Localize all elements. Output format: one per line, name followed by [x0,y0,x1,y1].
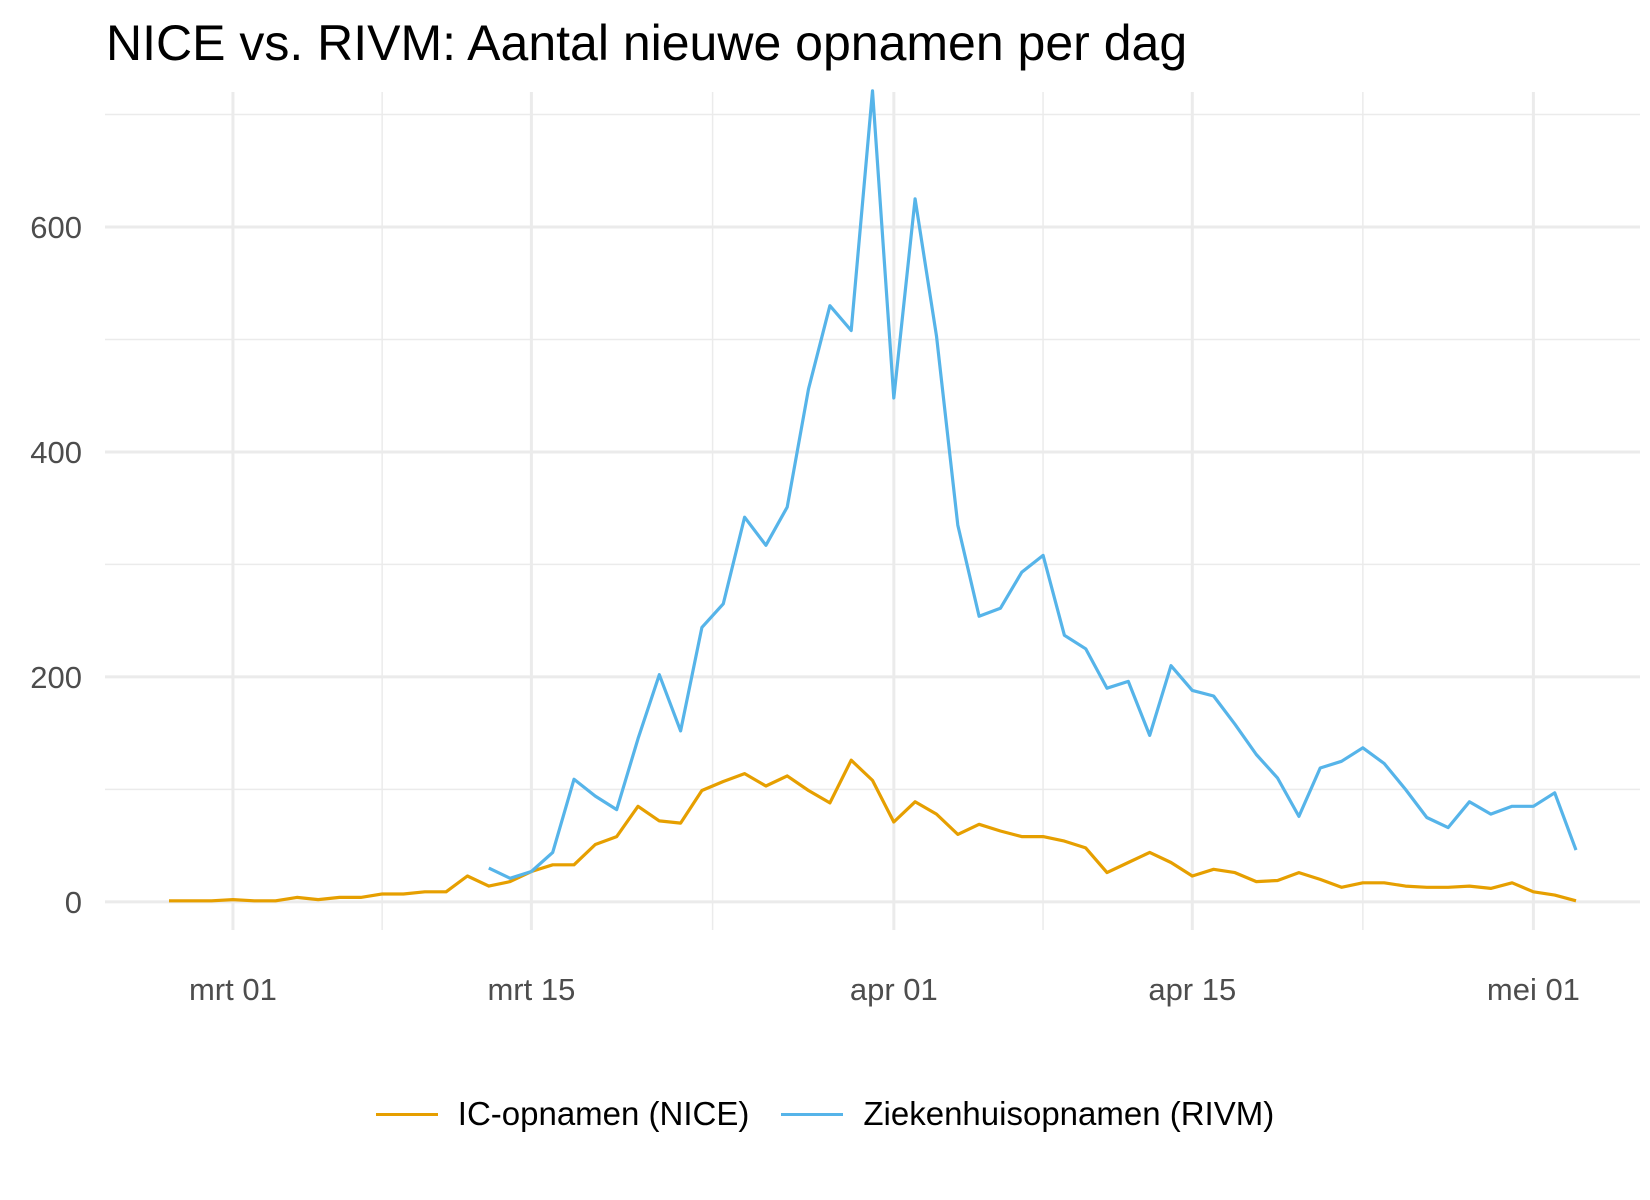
series-line-0 [169,758,1577,903]
chart-title: NICE vs. RIVM: Aantal nieuwe opnamen per… [106,15,1188,71]
x-tick-label: mrt 15 [487,972,575,1007]
x-tick-label: apr 01 [850,972,938,1007]
x-tick-label: mrt 01 [189,972,277,1007]
x-axis-tick-labels: mrt 01 mrt 15 apr 01 apr 15 mei 01 [189,972,1580,1007]
legend-item-ic-nice: IC-opnamen (NICE) [375,1095,750,1133]
series-lines [169,89,1578,903]
y-tick-label: 200 [30,660,82,695]
x-tick-label: apr 15 [1148,972,1236,1007]
major-gridlines [105,92,1640,930]
legend-label-rivm: Ziekenhuisopnamen (RIVM) [863,1095,1275,1132]
y-tick-label: 600 [30,210,82,245]
series-line-1 [488,89,1578,880]
y-axis-tick-labels: 0 200 400 600 [30,210,82,920]
legend-label-ic-nice: IC-opnamen (NICE) [457,1095,750,1132]
legend-swatch-rivm [781,1112,844,1116]
y-tick-label: 0 [65,885,82,920]
minor-gridlines [105,92,1640,930]
legend-item-rivm: Ziekenhuisopnamen (RIVM) [781,1095,1274,1133]
y-tick-label: 400 [30,435,82,470]
legend-swatch-ic-nice [375,1112,438,1116]
x-tick-label: mei 01 [1487,972,1580,1007]
legend: IC-opnamen (NICE) Ziekenhuisopnamen (RIV… [0,1095,1650,1133]
